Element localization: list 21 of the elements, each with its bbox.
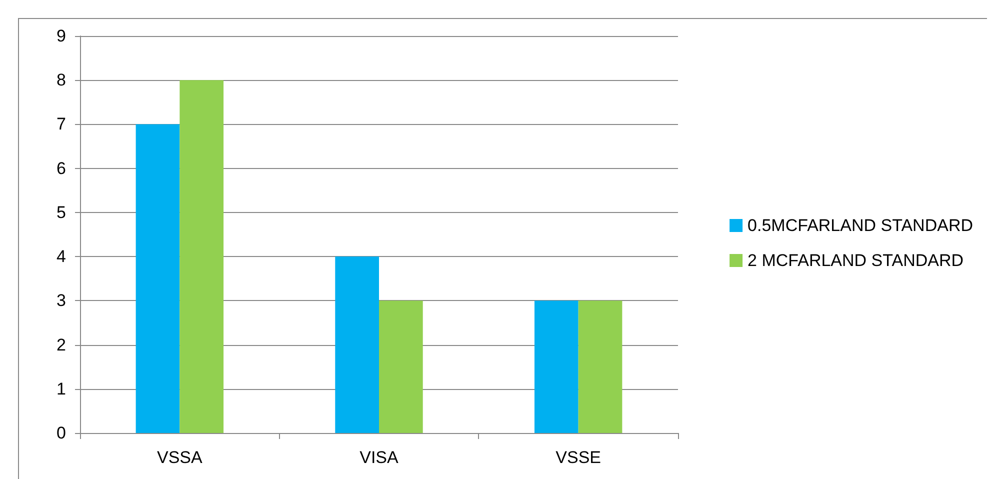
bar (534, 300, 578, 433)
x-tick-label: VSSE (556, 448, 602, 467)
y-tick-label: 0 (56, 424, 66, 442)
y-tick-label: 2 (56, 335, 66, 354)
y-tick-label: 7 (56, 114, 66, 134)
legend-label: 2 MCFARLAND STANDARD (748, 251, 964, 270)
y-tick-label: 8 (56, 70, 66, 90)
y-tick-label: 6 (56, 158, 66, 178)
bar (379, 300, 423, 433)
x-tick-label: VISA (360, 448, 400, 467)
legend-label: 0.5MCFARLAND STANDARD (748, 216, 974, 235)
y-tick-label: 9 (56, 26, 66, 46)
bar (578, 300, 622, 433)
y-tick-label: 4 (56, 247, 66, 266)
bar (136, 124, 180, 433)
y-tick-label: 1 (56, 379, 66, 398)
y-tick-label: 3 (56, 291, 66, 310)
y-tick-label: 5 (56, 202, 66, 222)
x-tick-label: VSSA (156, 448, 204, 467)
bar (180, 80, 224, 433)
bar (335, 256, 379, 433)
